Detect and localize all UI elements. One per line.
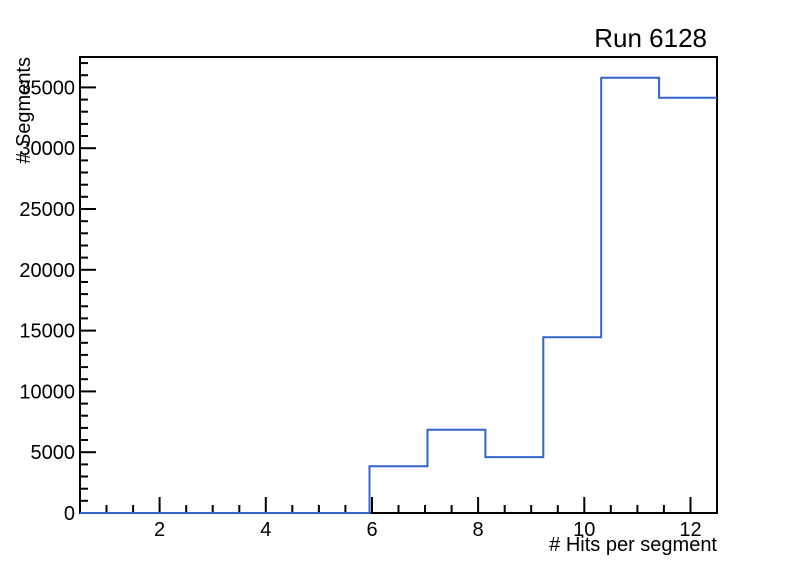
histogram-line bbox=[80, 76, 717, 514]
axis-tick-labels: 2 4 6 8 10 12 0 5000 10000 15000 20000 25000 30000 35… bbox=[19, 77, 701, 541]
x-tick-label: 2 bbox=[154, 519, 165, 541]
x-axis-title: # Hits per segment bbox=[549, 534, 717, 556]
y-tick-label: 5000 bbox=[31, 442, 76, 464]
y-axis-title: # Segments bbox=[13, 57, 35, 164]
x-tick-label: 8 bbox=[473, 519, 484, 541]
chart-title: Run 6128 bbox=[594, 23, 707, 53]
plot-frame bbox=[79, 56, 718, 514]
x-tick-label: 6 bbox=[366, 519, 377, 541]
y-tick-label: 25000 bbox=[19, 199, 75, 221]
axis-ticks bbox=[80, 62, 692, 514]
y-tick-label: 35000 bbox=[19, 77, 75, 99]
y-tick-label: 30000 bbox=[19, 138, 75, 160]
x-tick-label: 10 bbox=[573, 519, 595, 541]
x-tick-label: 4 bbox=[260, 519, 271, 541]
y-tick-label: 15000 bbox=[19, 321, 75, 343]
y-tick-label: 0 bbox=[64, 503, 75, 525]
y-tick-label: 10000 bbox=[19, 381, 75, 403]
x-tick-label: 12 bbox=[679, 519, 701, 541]
y-tick-label: 20000 bbox=[19, 260, 75, 282]
